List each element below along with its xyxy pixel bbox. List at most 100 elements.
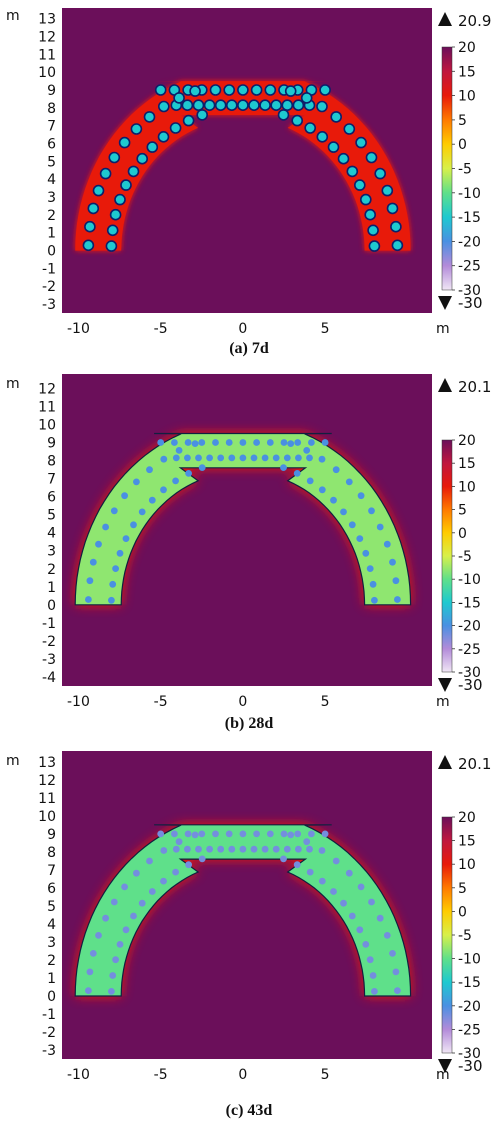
freeze-pipe-point — [318, 486, 326, 494]
freeze-pipe-point — [110, 507, 118, 515]
colorbar-tick-label: -10 — [458, 186, 481, 202]
x-tick-label: -5 — [154, 1067, 168, 1083]
freeze-pipe-point — [237, 99, 249, 111]
freeze-pipe-point — [118, 136, 131, 149]
freeze-pipe-point — [392, 577, 400, 585]
colorbar-tick-label: -30 — [458, 665, 481, 681]
freeze-pipe-point — [321, 439, 329, 446]
freeze-pipe-point — [318, 847, 326, 854]
y-tick-label: 13 — [38, 12, 56, 28]
freeze-pipe-point — [369, 580, 377, 588]
y-tick-label: -1 — [42, 1007, 56, 1023]
freeze-pipe-point — [293, 470, 301, 477]
x-unit-label: m — [436, 694, 450, 710]
freeze-pipe-point — [332, 466, 340, 474]
colorbar-tick-label: -10 — [458, 952, 481, 968]
x-tick-label: 0 — [238, 694, 247, 710]
colorbar-tick-label: 0 — [458, 526, 467, 542]
colorbar-tick-label: -10 — [458, 572, 481, 588]
freeze-pipe-point — [173, 92, 185, 104]
y-tick-label: 2 — [47, 953, 56, 969]
y-tick-label: 13 — [38, 755, 56, 771]
freeze-pipe-point — [99, 167, 112, 180]
freeze-pipe-point — [237, 84, 249, 96]
x-unit-label: m — [436, 321, 450, 337]
freeze-pipe-point — [130, 521, 137, 529]
freeze-pipe-point — [228, 845, 236, 853]
x-tick-label: 0 — [238, 1067, 247, 1083]
freeze-pipe-point — [198, 439, 206, 446]
freeze-pipe-point — [102, 914, 109, 922]
caption-43d: (c) 43d — [225, 1102, 273, 1119]
freeze-pipe-point — [175, 838, 183, 846]
y-tick-label: 2 — [47, 208, 56, 224]
freeze-pipe-point — [203, 99, 216, 111]
freeze-pipe-point — [82, 239, 95, 252]
colorbar-tick-label: -20 — [458, 619, 481, 635]
freeze-pipe-point — [191, 440, 199, 447]
freeze-pipe-point — [281, 99, 294, 111]
freeze-pipe-point — [108, 988, 115, 995]
y-tick-label: -3 — [42, 1043, 56, 1059]
freeze-pipe-point — [184, 439, 192, 446]
freeze-pipe-point — [362, 549, 370, 557]
colorbar-tick-label: -25 — [458, 642, 481, 658]
x-tick-label: -5 — [154, 321, 168, 337]
freeze-pipe-point — [376, 914, 384, 922]
freeze-pipe-point — [321, 830, 329, 838]
freeze-pipe-point — [283, 845, 291, 853]
y-tick-label: 10 — [38, 65, 56, 81]
y-tick-label: -1 — [42, 616, 56, 632]
freeze-pipe-point — [308, 439, 315, 446]
freeze-pipe-point — [105, 240, 118, 252]
freeze-pipe-point — [357, 883, 365, 891]
min-value-label: -30 — [458, 294, 483, 312]
y-tick-label: 4 — [47, 917, 56, 933]
freeze-pipe-point — [148, 888, 156, 895]
freeze-pipe-point — [272, 845, 280, 853]
freeze-pipe-point — [365, 151, 378, 164]
freeze-pipe-point — [127, 165, 140, 178]
freeze-pipe-point — [217, 845, 225, 853]
colorbar-tick-label: 15 — [458, 834, 476, 850]
freeze-pipe-point — [239, 830, 247, 838]
freeze-pipe-point — [195, 454, 202, 462]
freeze-pipe-point — [184, 845, 191, 853]
colorbar-tick-label: 15 — [458, 456, 476, 472]
freeze-pipe-point — [371, 596, 378, 604]
y-tick-label: 1 — [47, 226, 56, 242]
freeze-pipe-point — [138, 899, 146, 907]
freeze-pipe-point — [184, 830, 192, 838]
x-unit-label: m — [436, 1067, 450, 1083]
freeze-pipe-point — [300, 92, 313, 104]
freeze-pipe-point — [214, 99, 227, 111]
colorbar-tick-label: -15 — [458, 595, 481, 611]
freeze-pipe-point — [261, 454, 269, 462]
y-tick-label: 7 — [47, 863, 56, 879]
freeze-pipe-point — [389, 558, 396, 566]
x-tick-label: 5 — [321, 694, 330, 710]
colorbar — [441, 46, 453, 291]
freeze-pipe-point — [366, 565, 374, 572]
y-tick-label: 1 — [47, 580, 56, 596]
freeze-pipe-point — [130, 912, 137, 920]
freeze-pipe-point — [346, 165, 359, 178]
y-tick-label: 5 — [47, 508, 56, 524]
y-tick-label: 4 — [47, 172, 56, 188]
freeze-pipe-point — [108, 596, 115, 604]
freeze-pipe-point — [86, 577, 94, 585]
freeze-pipe-point — [316, 131, 329, 143]
freeze-pipe-point — [116, 549, 124, 557]
colorbar-tick-label: -5 — [458, 549, 472, 565]
freeze-pipe-point — [280, 830, 288, 838]
freeze-pipe-point — [250, 84, 263, 96]
colorbar-tick-label: 20 — [458, 433, 476, 449]
freeze-pipe-point — [172, 845, 180, 853]
freeze-pipe-point — [212, 830, 219, 838]
colorbar-tick-label: -5 — [458, 162, 472, 178]
panel-7d: 13 12 11 10 9 8 7 6 5 4 3 2 1 0 -1 -2 -3 -10 -5 0 5 m m 20 15 10 5… — [0, 0, 498, 378]
freeze-pipe-point — [319, 84, 331, 96]
freeze-pipe-point — [389, 950, 396, 957]
freeze-pipe-point — [109, 208, 122, 221]
freeze-pipe-point — [158, 100, 170, 113]
